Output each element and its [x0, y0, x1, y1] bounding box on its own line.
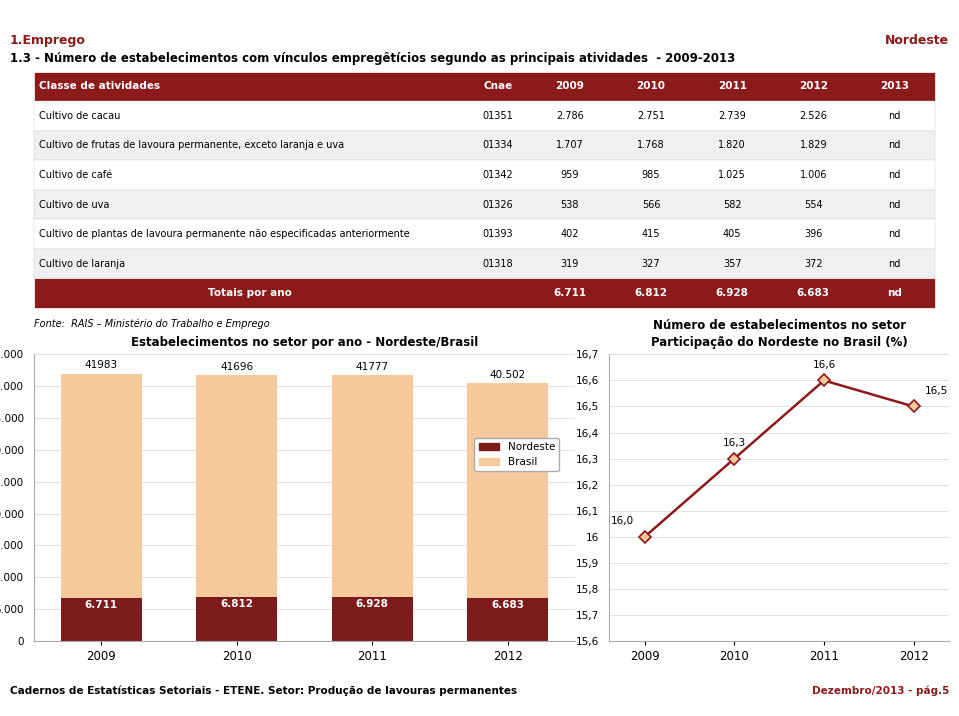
Text: 2.526: 2.526	[800, 111, 828, 121]
Text: nd: nd	[887, 288, 901, 298]
Text: 16,0: 16,0	[611, 516, 634, 526]
Text: 1.Emprego: 1.Emprego	[10, 34, 85, 47]
Text: 01351: 01351	[482, 111, 513, 121]
Text: 2.786: 2.786	[556, 111, 584, 121]
Text: nd: nd	[888, 170, 901, 180]
Text: nd: nd	[888, 200, 901, 210]
Text: 1.707: 1.707	[556, 140, 584, 150]
Text: 566: 566	[642, 200, 661, 210]
Bar	[34, 72, 935, 101]
Text: Cultivo de café: Cultivo de café	[39, 170, 112, 180]
Text: 6.928: 6.928	[356, 599, 388, 609]
Text: 2011: 2011	[717, 82, 747, 92]
Text: 582: 582	[723, 200, 741, 210]
Text: Cultivo de cacau: Cultivo de cacau	[39, 111, 121, 121]
Bar	[34, 190, 935, 219]
Text: 1.820: 1.820	[718, 140, 746, 150]
Bar	[60, 598, 142, 641]
Bar	[467, 599, 549, 641]
Text: 415: 415	[642, 229, 661, 239]
Text: Totais por ano: Totais por ano	[208, 288, 292, 298]
Text: 01326: 01326	[482, 200, 513, 210]
Text: 1.025: 1.025	[718, 170, 746, 180]
Text: 1.768: 1.768	[637, 140, 665, 150]
Title: Estabelecimentos no setor por ano - Nordeste/Brasil: Estabelecimentos no setor por ano - Nord…	[130, 336, 479, 349]
Text: 319: 319	[561, 258, 579, 268]
Text: 6.711: 6.711	[84, 600, 118, 610]
Text: 01393: 01393	[482, 229, 513, 239]
Text: 16,6: 16,6	[812, 360, 835, 370]
Bar	[34, 131, 935, 160]
Text: nd: nd	[888, 111, 901, 121]
Text: nd: nd	[888, 258, 901, 268]
Text: 2009: 2009	[555, 82, 584, 92]
Bar	[332, 375, 412, 596]
Bar	[60, 374, 142, 598]
Text: 1.829: 1.829	[800, 140, 828, 150]
Text: 01334: 01334	[482, 140, 513, 150]
Legend: Nordeste, Brasil: Nordeste, Brasil	[475, 438, 559, 471]
Text: Cultivo de uva: Cultivo de uva	[39, 200, 109, 210]
Text: 2.739: 2.739	[718, 111, 746, 121]
Bar	[34, 219, 935, 249]
Title: Número de estabelecimentos no setor
Participação do Nordeste no Brasil (%): Número de estabelecimentos no setor Part…	[651, 319, 907, 349]
Text: 41696: 41696	[221, 362, 253, 372]
Text: 40.502: 40.502	[489, 370, 526, 380]
Bar	[467, 383, 549, 599]
Text: 6.683: 6.683	[491, 600, 525, 610]
Text: 1.006: 1.006	[800, 170, 827, 180]
Text: 01342: 01342	[482, 170, 513, 180]
Text: Cultivo de laranja: Cultivo de laranja	[39, 258, 126, 268]
Text: 396: 396	[805, 229, 823, 239]
Text: 554: 554	[804, 200, 823, 210]
Bar	[332, 596, 412, 641]
Text: 538: 538	[561, 200, 579, 210]
Text: 6.683: 6.683	[797, 288, 830, 298]
Text: 357: 357	[723, 258, 741, 268]
Text: 405: 405	[723, 229, 741, 239]
Text: Cultivo de plantas de lavoura permanente não especificadas anteriormente: Cultivo de plantas de lavoura permanente…	[39, 229, 410, 239]
Text: Nordeste: Nordeste	[885, 34, 949, 47]
Text: nd: nd	[888, 229, 901, 239]
Text: Cadernos de Estatísticas Setoriais - ETENE. Setor: Produção de lavouras permanen: Cadernos de Estatísticas Setoriais - ETE…	[10, 686, 517, 697]
Text: 6.812: 6.812	[221, 599, 253, 609]
Text: 402: 402	[561, 229, 579, 239]
Bar	[34, 160, 935, 190]
Text: 2.751: 2.751	[637, 111, 665, 121]
Text: 16,5: 16,5	[924, 386, 947, 396]
Text: 6.812: 6.812	[635, 288, 667, 298]
Text: 985: 985	[642, 170, 661, 180]
Text: Cnae: Cnae	[483, 82, 512, 92]
Bar	[34, 279, 935, 308]
Text: 2012: 2012	[799, 82, 828, 92]
Text: Classe de atividades: Classe de atividades	[39, 82, 160, 92]
Text: 16,3: 16,3	[723, 438, 746, 448]
Text: 372: 372	[804, 258, 823, 268]
Text: nd: nd	[888, 140, 901, 150]
Bar	[197, 375, 277, 597]
Text: 959: 959	[561, 170, 579, 180]
Text: 41983: 41983	[84, 360, 118, 370]
Bar	[34, 249, 935, 279]
Text: 1.3 - Número de estabelecimentos com vínculos empregêtícios segundo as principai: 1.3 - Número de estabelecimentos com vín…	[10, 52, 735, 64]
Text: 6.928: 6.928	[715, 288, 749, 298]
Text: 2013: 2013	[880, 82, 909, 92]
Bar	[34, 101, 935, 130]
Text: Dezembro/2013 - pág.5: Dezembro/2013 - pág.5	[812, 686, 949, 697]
Text: 327: 327	[642, 258, 661, 268]
Text: 2010: 2010	[637, 82, 666, 92]
Text: 01318: 01318	[482, 258, 513, 268]
Text: Cultivo de frutas de lavoura permanente, exceto laranja e uva: Cultivo de frutas de lavoura permanente,…	[39, 140, 344, 150]
Bar	[197, 597, 277, 641]
Text: Fonte:  RAIS – Ministério do Trabalho e Emprego: Fonte: RAIS – Ministério do Trabalho e E…	[34, 319, 269, 329]
Text: 6.711: 6.711	[553, 288, 587, 298]
Text: 41777: 41777	[356, 362, 388, 372]
